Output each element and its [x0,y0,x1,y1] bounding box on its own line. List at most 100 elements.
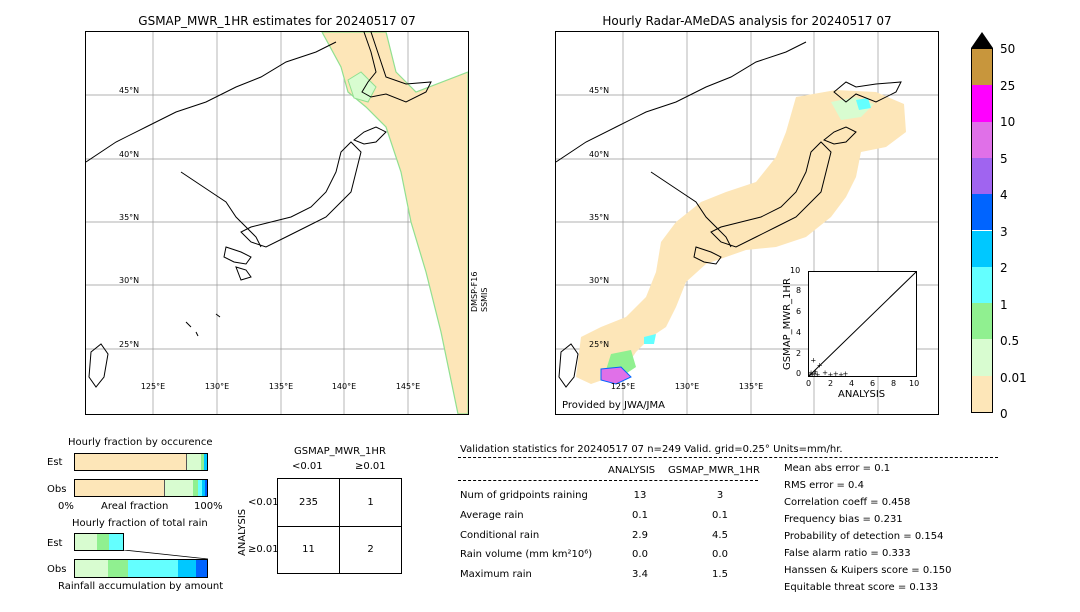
occurrence-title: Hourly fraction by occurence [68,437,213,448]
validation-row-label: Conditional rain [460,530,540,541]
contingency-cell: 1 [367,497,374,508]
total-rain-title: Hourly fraction of total rain [72,518,208,529]
left-lat-label: 40°N [119,150,139,159]
scatter-point: + [809,371,815,376]
left-lat-labels: 45°N 40°N 35°N 30°N 25°N [119,86,139,349]
contingency-row-ge: ≥0.01 [248,544,279,555]
scatter-ytick: 6 [796,307,802,316]
total-rain-footer: Rainfall accumulation by amount [58,581,224,592]
validation-row-label: Num of gridpoints raining [460,490,588,501]
contingency-divider [278,526,401,527]
total-rain-segment [97,534,109,550]
colorbar-segment [972,121,992,158]
occurrence-segment [75,480,165,496]
scatter-xtick: 4 [849,379,855,388]
scatter-point: + [810,356,816,364]
colorbar-label: 2 [1000,261,1008,275]
left-map-svg: 45°N 40°N 35°N 30°N 25°N 125°E 130°E 135… [86,32,468,414]
total-rain-segment [128,560,178,577]
right-lat-labels: 45°N 40°N 35°N 30°N 25°N [589,86,609,349]
validation-row-label: Maximum rain [460,569,532,580]
total-rain-bar-obs [74,559,208,578]
contingency-side-label: ANALYSIS [237,508,248,556]
scatter-xtick: 10 [909,379,920,388]
radar-heavy-rain-south [600,366,632,385]
contingency-cell: 235 [298,497,319,508]
score-correlation: Correlation coeff = 0.458 [784,497,911,508]
colorbar-segment [972,303,992,340]
scatter-point: + [842,370,848,376]
left-lon-label: 130°E [205,382,229,391]
occurrence-segment [202,480,206,496]
colorbar-label: 3 [1000,225,1008,239]
colorbar-segment [972,157,992,195]
left-lat-label: 25°N [119,340,139,349]
left-lat-label: 30°N [119,276,139,285]
validation-row-gsmap: 0.0 [712,549,728,560]
scatter-point: + [817,362,823,370]
left-lon-label: 140°E [332,382,356,391]
total-rain-segment [178,560,196,577]
left-lon-label: 125°E [141,382,165,391]
occurrence-row-est: Est [47,457,63,468]
right-lat-label: 35°N [589,213,609,222]
validation-row-analysis: 13 [633,490,647,501]
colorbar-label: 5 [1000,152,1008,166]
right-coastlines [556,41,902,388]
occurrence-segment [186,454,202,470]
scatter-point: + [838,371,844,376]
scatter-ylabel: GSMAP_MWR_1HR [782,278,793,370]
validation-row-analysis: 0.0 [632,549,648,560]
score-mean-abs-error: Mean abs error = 0.1 [784,463,891,474]
right-lat-label: 25°N [589,340,609,349]
left-map-grid [86,32,468,414]
scatter-point: + [809,371,813,376]
colorbar-segment [972,85,992,122]
validation-col-analysis: ANALYSIS [608,465,656,476]
validation-row-gsmap: 0.1 [712,510,728,521]
left-coastlines [86,32,432,388]
total-rain-segment [196,560,207,577]
scatter-xtick: 8 [891,379,897,388]
scatter-xtick: 2 [828,379,834,388]
validation-row-analysis: 3.4 [632,569,648,580]
score-probability-detection: Probability of detection = 0.154 [784,531,944,542]
colorbar [971,48,993,413]
contingency-cell: 11 [302,544,315,555]
contingency-row-lt: <0.01 [248,497,279,508]
scatter-point: + [833,370,839,376]
colorbar-segment [972,266,992,304]
contingency-title: GSMAP_MWR_1HR [294,446,386,457]
right-lat-label: 40°N [589,150,609,159]
total-rain-segment [109,534,123,550]
colorbar-label: 25 [1000,79,1016,93]
provided-by-label: Provided by JWA/JMA [562,400,665,411]
scatter-point: + [812,368,818,376]
right-lon-label: 135°E [739,382,763,391]
radar-rain-cell-mid [644,334,656,344]
scatter-svg: ++++++++ + + +++ [807,271,917,379]
score-hanssen-kuipers: Hanssen & Kuipers score = 0.150 [784,565,952,576]
colorbar-label: 0 [1000,407,1008,421]
occurrence-bar-est [74,453,208,471]
right-lat-label: 30°N [589,276,609,285]
right-lon-label: 130°E [675,382,699,391]
occurrence-axis-mid: Areal fraction [101,501,169,512]
occurrence-segment [75,454,187,470]
scatter-ytick: 2 [796,349,802,358]
colorbar-label: 10 [1000,115,1016,129]
left-map-title: GSMAP_MWR_1HR estimates for 20240517 07 [138,14,416,28]
radar-rain-cell-north [856,98,871,110]
scatter-ytick: 8 [796,286,802,295]
total-rain-bar-est [74,533,124,551]
right-map-title: Hourly Radar-AMeDAS analysis for 2024051… [602,14,892,28]
right-lat-label: 45°N [589,86,609,95]
left-lon-label: 135°E [269,382,293,391]
scatter-ytick: 0 [796,369,802,378]
colorbar-label: 4 [1000,188,1008,202]
total-rain-segment [75,534,97,550]
colorbar-segment [972,230,992,267]
left-swath-area [321,32,468,414]
scatter-xlabel: ANALYSIS [838,389,886,400]
colorbar-arrow-svg [971,32,993,48]
